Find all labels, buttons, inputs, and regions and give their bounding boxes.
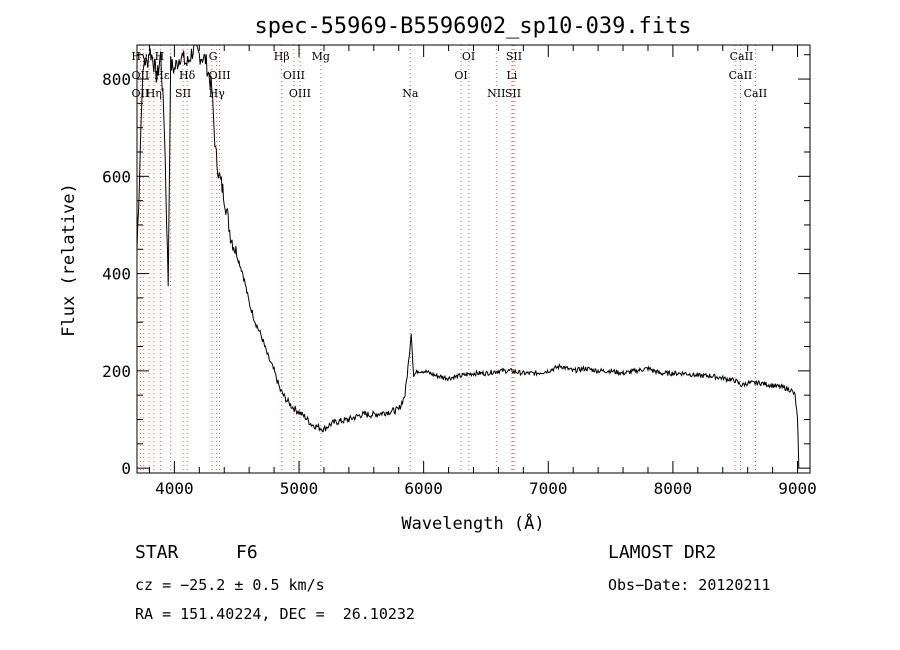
y-tick-label: 200 xyxy=(102,362,131,381)
observation-date: Obs−Date: 20120211 xyxy=(608,576,771,594)
line-label: OII xyxy=(132,87,150,100)
x-tick-label: 4000 xyxy=(155,479,194,498)
line-label: CaII xyxy=(729,69,753,82)
line-label: SII xyxy=(505,87,521,100)
x-tick-label: 6000 xyxy=(404,479,443,498)
line-label: Na xyxy=(402,87,419,100)
line-label: G xyxy=(209,50,218,63)
line-label: Mg xyxy=(312,50,330,63)
y-axis-label: Flux (relative) xyxy=(59,183,79,337)
line-label: NII xyxy=(487,87,505,100)
line-label: SII xyxy=(175,87,191,100)
line-label: Hβ xyxy=(274,50,290,63)
line-label: Hη xyxy=(146,87,162,100)
line-label: CaII xyxy=(744,87,768,100)
line-label: OI xyxy=(454,69,467,82)
line-label: OII xyxy=(132,69,150,82)
line-label: Hδ xyxy=(179,69,196,82)
x-tick-label: 9000 xyxy=(778,479,817,498)
spectral-subclass: F6 xyxy=(236,542,258,563)
x-tick-label: 5000 xyxy=(280,479,319,498)
y-tick-label: 400 xyxy=(102,265,131,284)
y-tick-label: 800 xyxy=(102,70,131,89)
x-tick-label: 8000 xyxy=(654,479,693,498)
y-tick-label: 0 xyxy=(121,459,131,478)
object-type: STAR xyxy=(135,542,179,563)
line-label: OIII xyxy=(289,87,311,100)
line-label: Hε xyxy=(154,69,170,82)
line-label: OI xyxy=(462,50,475,63)
line-label: Hγ xyxy=(209,87,226,100)
line-label: CaII xyxy=(730,50,754,63)
chart-title: spec-55969-B5596902_sp10-039.fits xyxy=(254,14,691,39)
redshift-readout: cz = −25.2 ± 0.5 km/s xyxy=(135,576,325,594)
survey-name: LAMOST DR2 xyxy=(608,542,717,563)
line-label: OIII xyxy=(209,69,231,82)
line-label: Hγ xyxy=(131,50,148,63)
coordinates-readout: RA = 151.40224, DEC = 26.10232 xyxy=(135,605,415,623)
x-tick-label: 7000 xyxy=(529,479,568,498)
line-label: OIII xyxy=(283,69,305,82)
line-label: H xyxy=(155,50,165,63)
line-label: SII xyxy=(506,50,522,63)
x-axis-label: Wavelength (Å) xyxy=(401,512,544,534)
line-label: Li xyxy=(506,69,517,82)
y-tick-label: 600 xyxy=(102,167,131,186)
spectrum-line xyxy=(136,44,800,469)
